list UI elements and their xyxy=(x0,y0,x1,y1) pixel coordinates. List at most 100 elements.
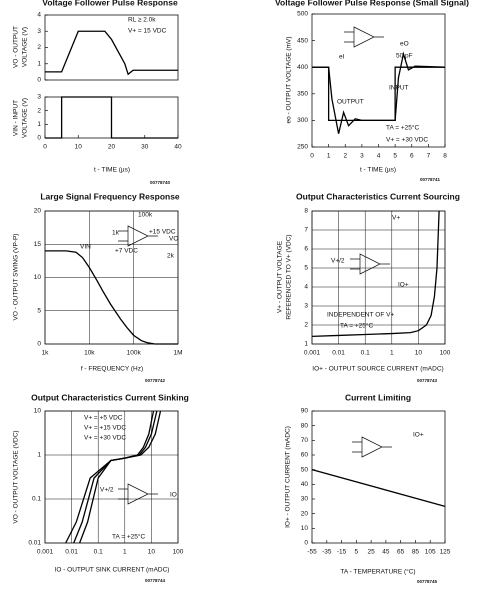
x-tick-label: -55 xyxy=(307,549,317,556)
y-axis-label: VO - OUTPUT SWING (VP-P) xyxy=(13,234,20,321)
y-tick-label: 10 xyxy=(34,274,42,281)
x-tick-label: 0.01 xyxy=(65,549,78,556)
y-axis-label: eo - OUTPUT VOLTAGE (mV) xyxy=(286,36,293,123)
x-tick-label: 0.001 xyxy=(37,549,54,556)
y-tick-label: 7 xyxy=(304,227,308,234)
y-tick-label: 1 xyxy=(37,452,41,459)
y-tick-label: 250 xyxy=(297,144,308,151)
x-tick-label: 0 xyxy=(43,144,47,151)
series-line xyxy=(45,96,178,139)
y-tick-label: 20 xyxy=(301,510,309,517)
figure-id: 00778745 xyxy=(417,579,438,584)
x-tick-label: 100 xyxy=(173,549,184,556)
annotation: V+/2 xyxy=(331,258,345,265)
annotation: IO xyxy=(170,492,177,499)
y-tick-label: 3 xyxy=(37,28,41,35)
y-tick-label: 450 xyxy=(297,37,308,44)
legend-label: V+ = +30 VDC xyxy=(84,435,126,442)
y-tick-label: 4 xyxy=(304,284,308,291)
annotation: V+ = +30 VDC xyxy=(386,137,428,144)
x-tick-label: 105 xyxy=(425,549,436,556)
legend-label: INPUT xyxy=(389,85,409,92)
x-tick-label: -15 xyxy=(337,549,347,556)
y-tick-label: 10 xyxy=(301,525,309,532)
figure-id: 00778741 xyxy=(420,177,441,182)
y-tick-label: 0 xyxy=(304,540,308,547)
x-tick-label: 0.001 xyxy=(304,350,321,357)
x-tick-label: -35 xyxy=(322,549,332,556)
x-tick-label: 1k xyxy=(42,350,50,357)
legend-label: V+ = +5 VDC xyxy=(84,415,123,422)
y-tick-label: 300 xyxy=(297,117,308,124)
legend-label: V+ = +15 VDC xyxy=(84,425,126,432)
annotation: eI xyxy=(339,54,345,61)
chart-title: Voltage Follower Pulse Response (Small S… xyxy=(275,0,469,7)
annotation: 2k xyxy=(167,253,175,260)
annotation: eO xyxy=(400,41,409,48)
x-tick-label: 10 xyxy=(75,144,83,151)
annotation: IO+ xyxy=(413,432,424,439)
y-tick-label: 400 xyxy=(297,64,308,71)
y-axis-label: VOLTAGE (V) xyxy=(22,27,29,67)
y-tick-label: 10 xyxy=(34,408,42,415)
figure-id: 00778744 xyxy=(145,578,166,583)
y-axis-label: V+ - OUTPUT VOLTAGE xyxy=(277,240,284,313)
x-tick-label: 10 xyxy=(415,350,423,357)
y-tick-label: 90 xyxy=(301,408,309,415)
x-tick-label: 5 xyxy=(355,549,359,556)
chart-title: Current Limiting xyxy=(345,392,411,402)
annotation: RL ≥ 2.0k xyxy=(128,17,156,24)
annotation: +7 VDC xyxy=(115,248,138,255)
x-tick-label: 65 xyxy=(397,549,405,556)
x-tick-label: 1 xyxy=(123,549,127,556)
y-tick-label: 350 xyxy=(297,91,308,98)
y-tick-label: 0 xyxy=(37,135,41,142)
x-tick-label: 30 xyxy=(141,144,149,151)
annotation: V+ = 15 VDC xyxy=(128,28,167,35)
legend-label: OUTPUT xyxy=(337,99,364,106)
annotation: +15 VDC xyxy=(149,229,176,236)
chart-title: Output Characteristics Current Sinking xyxy=(31,392,189,402)
y-tick-label: 0 xyxy=(37,341,41,348)
x-tick-label: 1 xyxy=(390,350,394,357)
y-tick-label: 1 xyxy=(304,341,308,348)
series-line xyxy=(45,250,178,345)
y-tick-label: 0.01 xyxy=(28,540,41,547)
figure-id: 00778740 xyxy=(150,180,171,185)
y-tick-label: 50 xyxy=(301,466,309,473)
x-axis-label: IO - OUTPUT SINK CURRENT (mADC) xyxy=(55,567,170,574)
chart-title: Voltage Follower Pulse Response xyxy=(42,0,178,7)
x-tick-label: 8 xyxy=(443,153,447,160)
y-axis-label: VO - OUTPUT xyxy=(13,26,20,68)
y-tick-label: 0 xyxy=(37,77,41,84)
y-tick-label: 15 xyxy=(34,241,42,248)
x-tick-label: 0.01 xyxy=(332,350,345,357)
x-tick-label: 100k xyxy=(127,350,142,357)
y-tick-label: 80 xyxy=(301,422,309,429)
y-tick-label: 5 xyxy=(37,307,41,314)
y-tick-label: 2 xyxy=(37,107,41,114)
series-line xyxy=(311,469,446,507)
series-line xyxy=(45,30,178,76)
y-tick-label: 1 xyxy=(37,121,41,128)
y-tick-label: 20 xyxy=(34,208,42,215)
x-tick-label: 10 xyxy=(148,549,156,556)
y-tick-label: 70 xyxy=(301,437,309,444)
x-tick-label: 1M xyxy=(173,350,182,357)
y-tick-label: 2 xyxy=(304,322,308,329)
x-tick-label: 10k xyxy=(84,350,95,357)
op-amp-symbol xyxy=(350,253,390,275)
x-tick-label: 20 xyxy=(108,144,116,151)
annotation: V+/2 xyxy=(100,487,114,494)
y-tick-label: 1 xyxy=(37,60,41,67)
x-tick-label: 4 xyxy=(377,153,381,160)
x-tick-label: 0.1 xyxy=(361,350,370,357)
annotation: TA = +25°C xyxy=(386,124,419,132)
x-tick-label: 40 xyxy=(174,144,182,151)
annotation: VIN xyxy=(80,244,91,251)
y-axis-label: VO - OUTPUT VOLTAGE (VDC) xyxy=(13,430,20,523)
y-tick-label: 5 xyxy=(304,265,308,272)
x-tick-label: 7 xyxy=(427,153,431,160)
annotation: IO+ xyxy=(398,282,409,289)
